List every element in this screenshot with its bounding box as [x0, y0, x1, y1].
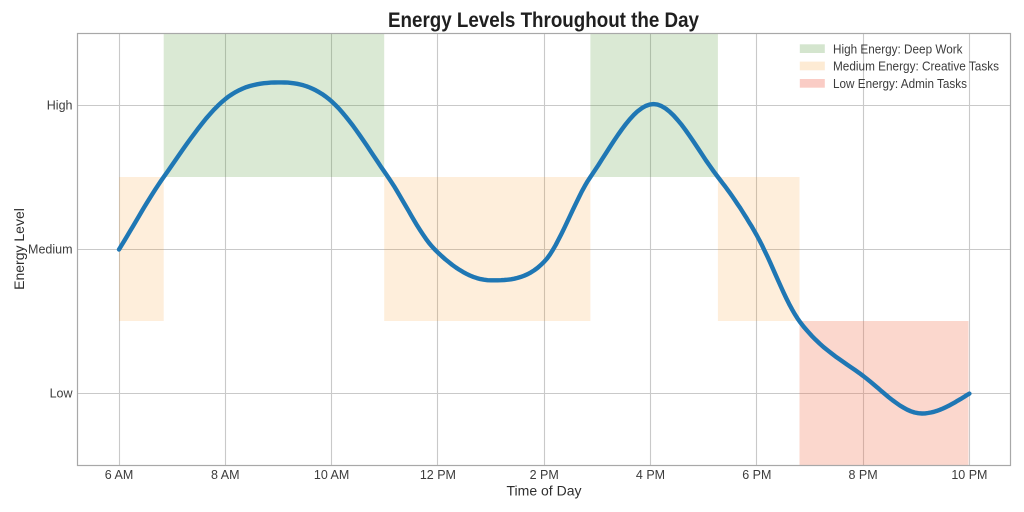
- svg-text:Low: Low: [50, 387, 74, 401]
- svg-text:4 PM: 4 PM: [636, 468, 665, 482]
- svg-text:10 AM: 10 AM: [314, 468, 349, 482]
- svg-text:Medium Energy: Creative Tasks: Medium Energy: Creative Tasks: [833, 60, 999, 74]
- svg-text:Low Energy: Admin Tasks: Low Energy: Admin Tasks: [833, 77, 967, 91]
- svg-text:2 PM: 2 PM: [530, 468, 559, 482]
- svg-text:10 PM: 10 PM: [951, 468, 987, 482]
- svg-text:Medium: Medium: [28, 243, 72, 257]
- svg-text:Energy Levels Throughout the D: Energy Levels Throughout the Day: [388, 9, 699, 32]
- svg-text:6 PM: 6 PM: [742, 468, 771, 482]
- svg-text:High: High: [47, 99, 73, 113]
- svg-text:8 PM: 8 PM: [849, 468, 878, 482]
- svg-text:High Energy: Deep Work: High Energy: Deep Work: [833, 42, 963, 56]
- svg-text:12 PM: 12 PM: [420, 468, 456, 482]
- svg-text:Time of Day: Time of Day: [507, 483, 582, 499]
- svg-text:Energy Level: Energy Level: [11, 208, 27, 290]
- svg-text:8 AM: 8 AM: [211, 468, 240, 482]
- svg-text:6 AM: 6 AM: [105, 468, 134, 482]
